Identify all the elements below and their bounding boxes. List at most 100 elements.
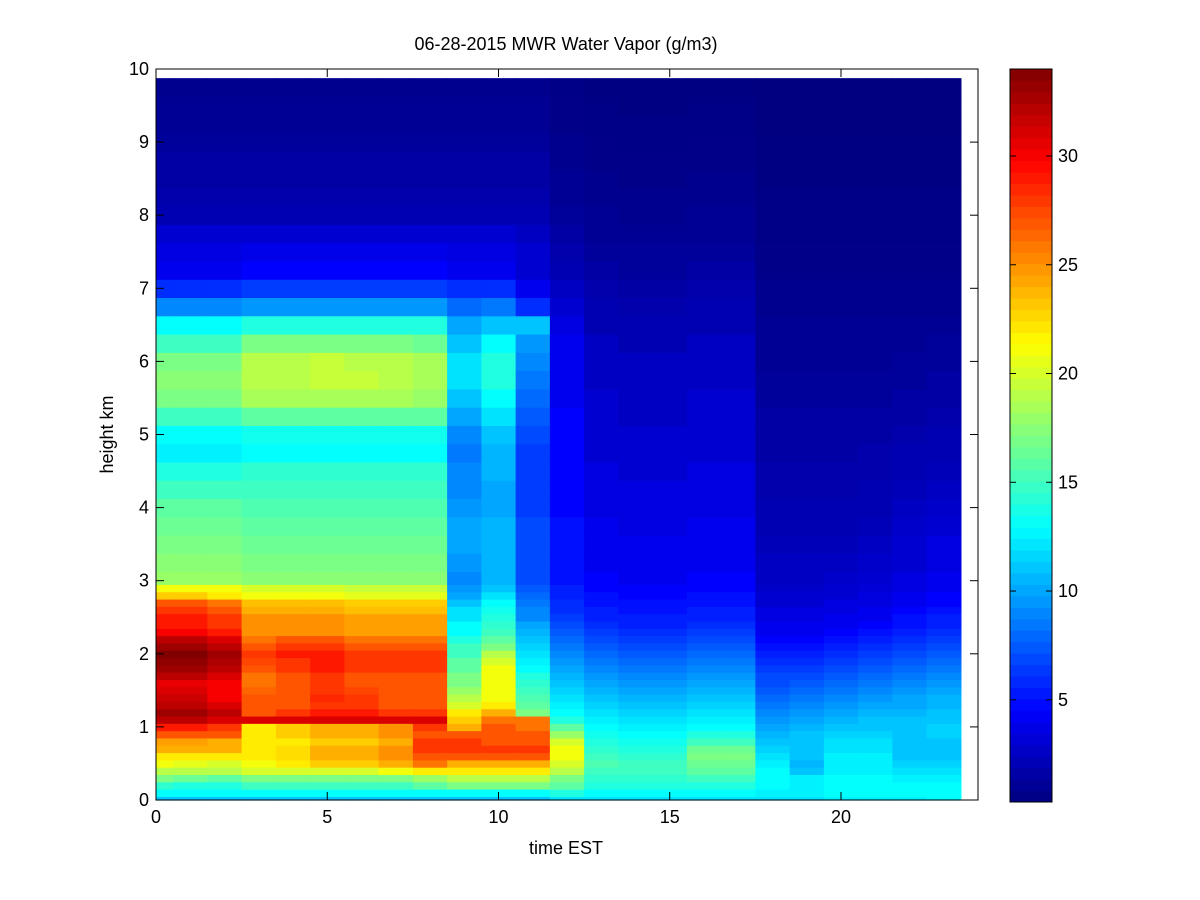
- heatmap-cell: [447, 114, 482, 134]
- heatmap-cell: [310, 425, 345, 445]
- heatmap-cell: [618, 407, 654, 426]
- y-tick-label: 8: [139, 205, 149, 225]
- heatmap-cell: [275, 796, 311, 801]
- heatmap-cell: [173, 723, 208, 732]
- heatmap-cell: [584, 242, 619, 262]
- heatmap-cell: [207, 613, 243, 622]
- heatmap-cell: [584, 686, 619, 695]
- heatmap-cell: [755, 752, 791, 761]
- heatmap-cell: [173, 679, 208, 688]
- colorbar-segment: [1010, 240, 1052, 253]
- heatmap-cell: [892, 297, 928, 317]
- heatmap-cell: [858, 672, 893, 680]
- heatmap-cell: [721, 279, 756, 299]
- heatmap-cell: [789, 745, 825, 754]
- heatmap-cell: [686, 535, 722, 554]
- heatmap-cell: [310, 315, 345, 335]
- heatmap-cell: [755, 388, 791, 408]
- heatmap-cell: [858, 701, 893, 710]
- heatmap-cell: [412, 642, 448, 651]
- heatmap-cell: [310, 571, 345, 585]
- heatmap-cell: [721, 591, 756, 600]
- heatmap-cell: [584, 745, 619, 754]
- x-tick-label: 20: [831, 807, 851, 827]
- heatmap-cell: [447, 701, 482, 710]
- heatmap-cell: [447, 480, 482, 500]
- heatmap-cell: [241, 388, 277, 408]
- heatmap-cell: [275, 620, 311, 629]
- heatmap-cell: [412, 745, 448, 754]
- heatmap-cell: [926, 78, 962, 98]
- y-axis-label: height km: [97, 395, 117, 473]
- heatmap-cell: [207, 642, 243, 651]
- heatmap-cell: [173, 206, 208, 225]
- heatmap-cell: [926, 781, 962, 790]
- heatmap-cell: [755, 686, 791, 695]
- heatmap-cell: [549, 598, 585, 607]
- heatmap-cell: [344, 425, 380, 445]
- heatmap-cell: [344, 498, 380, 518]
- heatmap-cell: [686, 498, 722, 518]
- heatmap-cell: [447, 774, 482, 783]
- heatmap-cell: [378, 694, 414, 702]
- heatmap-cell: [275, 628, 311, 637]
- heatmap-cell: [412, 206, 448, 225]
- heatmap-cell: [310, 606, 345, 615]
- heatmap-cell: [892, 650, 928, 659]
- heatmap-cell: [892, 206, 928, 225]
- heatmap-cell: [652, 480, 688, 500]
- heatmap-cell: [481, 151, 517, 171]
- heatmap-cell: [378, 723, 414, 732]
- heatmap-cell: [412, 708, 448, 717]
- heatmap-cell: [652, 425, 688, 445]
- heatmap-cell: [584, 781, 619, 790]
- heatmap-cell: [241, 613, 277, 622]
- heatmap-cell: [549, 224, 585, 244]
- heatmap-cell: [755, 187, 791, 207]
- heatmap-cell: [173, 715, 208, 724]
- heatmap-cell: [892, 571, 928, 585]
- heatmap-cell: [241, 628, 277, 637]
- heatmap-cell: [310, 715, 345, 724]
- heatmap-cell: [310, 132, 345, 152]
- heatmap-cell: [344, 598, 380, 607]
- heatmap-cell: [721, 132, 756, 152]
- heatmap-cell: [584, 584, 619, 593]
- heatmap-cell: [858, 715, 893, 724]
- heatmap-cell: [584, 114, 619, 134]
- heatmap-cell: [618, 516, 654, 536]
- heatmap-cell: [584, 206, 619, 225]
- heatmap-cell: [755, 598, 791, 607]
- heatmap-cell: [378, 628, 414, 637]
- heatmap-cell: [789, 686, 825, 695]
- heatmap-cell: [275, 759, 311, 768]
- heatmap-cell: [755, 745, 791, 754]
- heatmap-cell: [858, 650, 893, 659]
- heatmap-cell: [652, 553, 688, 573]
- heatmap-cell: [652, 715, 688, 724]
- heatmap-cell: [926, 224, 962, 244]
- heatmap-cell: [721, 723, 756, 732]
- heatmap-cell: [207, 759, 243, 768]
- heatmap-cell: [241, 715, 277, 724]
- heatmap-cell: [515, 715, 551, 724]
- heatmap-cell: [549, 635, 585, 644]
- heatmap-cell: [652, 781, 688, 790]
- heatmap-cell: [378, 151, 414, 171]
- heatmap-cell: [344, 686, 380, 695]
- heatmap-cell: [173, 461, 208, 481]
- heatmap-cell: [412, 187, 448, 207]
- heatmap-cell: [789, 730, 825, 739]
- heatmap-cell: [447, 584, 482, 593]
- heatmap-cell: [447, 752, 482, 761]
- heatmap-cell: [755, 425, 791, 445]
- heatmap-cell: [652, 260, 688, 280]
- heatmap-cell: [173, 672, 208, 680]
- heatmap-cell: [652, 730, 688, 739]
- heatmap-cell: [378, 242, 414, 262]
- heatmap-cell: [275, 642, 311, 651]
- heatmap-cell: [618, 650, 654, 659]
- heatmap-cell: [378, 591, 414, 600]
- heatmap-cell: [481, 708, 517, 717]
- heatmap-cell: [275, 242, 311, 262]
